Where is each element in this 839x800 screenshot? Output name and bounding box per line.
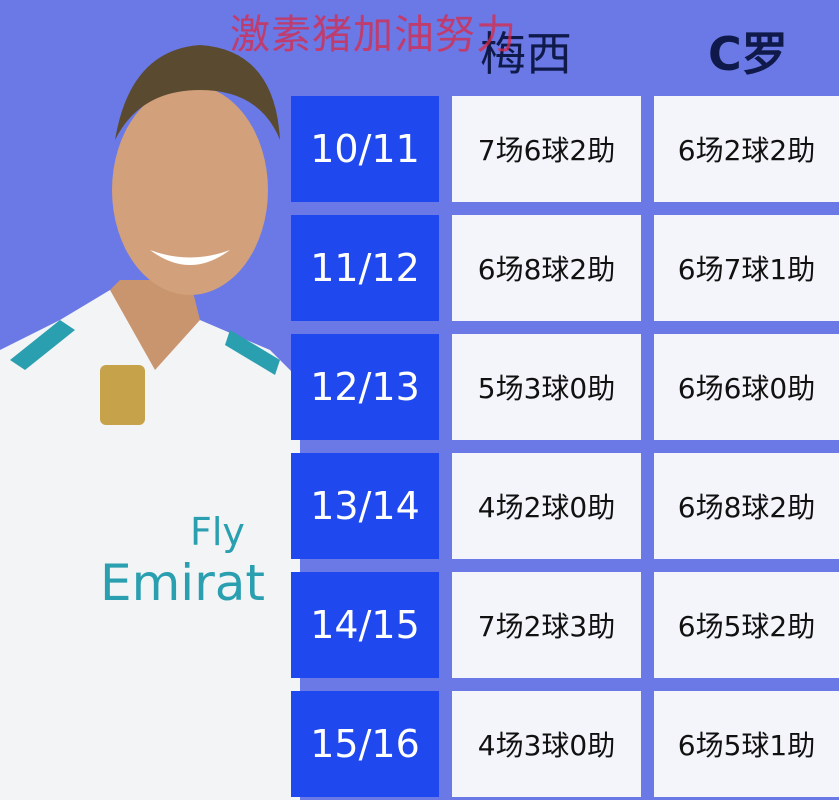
messi-stat-cell: 4场3球0助 xyxy=(452,691,641,797)
season-cell: 15/16 xyxy=(291,691,439,797)
season-cell: 11/12 xyxy=(291,215,439,321)
messi-stat-cell: 4场2球0助 xyxy=(452,453,641,559)
svg-text:Fly: Fly xyxy=(190,510,245,554)
player-photo: Emirat Fly xyxy=(0,45,300,800)
messi-stat-cell: 5场3球0助 xyxy=(452,334,641,440)
ronaldo-stat-cell: 6场5球1助 xyxy=(654,691,839,797)
messi-stat-cell: 6场8球2助 xyxy=(452,215,641,321)
ronaldo-stat-cell: 6场2球2助 xyxy=(654,96,839,202)
watermark-text: 激素猪加油努力 xyxy=(230,12,517,58)
messi-stat-cell: 7场6球2助 xyxy=(452,96,641,202)
ronaldo-stat-cell: 6场6球0助 xyxy=(654,334,839,440)
header-messi: 梅西 xyxy=(480,27,572,81)
season-cell: 13/14 xyxy=(291,453,439,559)
ronaldo-stat-cell: 6场5球2助 xyxy=(654,572,839,678)
messi-stat-cell: 7场2球3助 xyxy=(452,572,641,678)
season-cell: 14/15 xyxy=(291,572,439,678)
header-ronaldo: C罗 xyxy=(708,27,788,81)
ronaldo-stat-cell: 6场7球1助 xyxy=(654,215,839,321)
season-cell: 12/13 xyxy=(291,334,439,440)
ronaldo-stat-cell: 6场8球2助 xyxy=(654,453,839,559)
season-cell: 10/11 xyxy=(291,96,439,202)
svg-text:Emirat: Emirat xyxy=(100,554,265,612)
